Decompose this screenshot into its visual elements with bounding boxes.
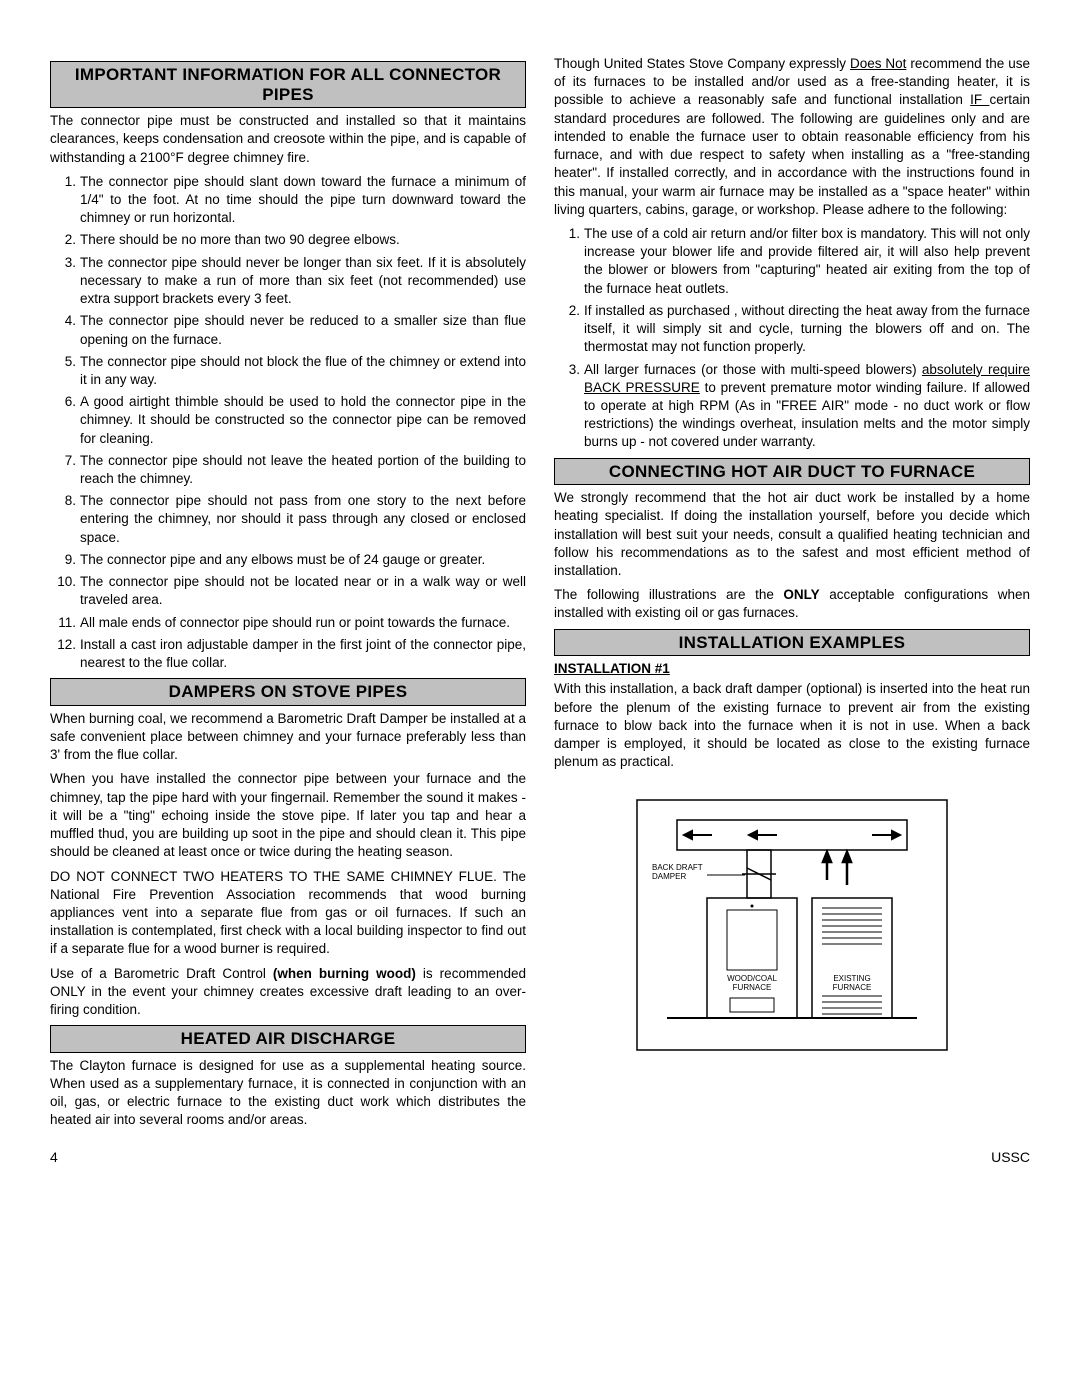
list-item: 6.A good airtight thimble should be used… (66, 393, 526, 448)
header-hot-air-duct: CONNECTING HOT AIR DUCT TO FURNACE (554, 458, 1030, 486)
para-duct-1: We strongly recommend that the hot air d… (554, 489, 1030, 580)
list-item: 7.The connector pipe should not leave th… (66, 452, 526, 488)
subheading-install-1: INSTALLATION #1 (554, 660, 1030, 678)
label-wood-furnace: WOOD/COALFURNACE (727, 974, 777, 992)
para-dampers-4: Use of a Barometric Draft Control (when … (50, 965, 526, 1020)
label-back-draft: BACK DRAFTDAMPER (652, 863, 703, 881)
para-dampers-1: When burning coal, we recommend a Barome… (50, 710, 526, 765)
label-existing-furnace: EXISTINGFURNACE (833, 974, 872, 992)
para-dampers-2: When you have installed the connector pi… (50, 770, 526, 861)
list-item: 2.If installed as purchased , without di… (570, 302, 1030, 357)
para-freestanding: Though United States Stove Company expre… (554, 55, 1030, 219)
para-install-1: With this installation, a back draft dam… (554, 680, 1030, 771)
list-item: 1.The use of a cold air return and/or fi… (570, 225, 1030, 298)
list-item: 5.The connector pipe should not block th… (66, 353, 526, 389)
list-item: 4.The connector pipe should never be red… (66, 312, 526, 348)
right-column: Though United States Stove Company expre… (554, 55, 1030, 1136)
list-item: 9.The connector pipe and any elbows must… (66, 551, 526, 569)
para-dampers-3: DO NOT CONNECT TWO HEATERS TO THE SAME C… (50, 868, 526, 959)
header-install-examples: INSTALLATION EXAMPLES (554, 629, 1030, 657)
header-connector-pipes: IMPORTANT INFORMATION FOR ALL CONNECTOR … (50, 61, 526, 108)
list-item: 2.There should be no more than two 90 de… (66, 231, 526, 249)
list-item: 1.The connector pipe should slant down t… (66, 173, 526, 228)
list-item: 8.The connector pipe should not pass fro… (66, 492, 526, 547)
two-column-layout: IMPORTANT INFORMATION FOR ALL CONNECTOR … (50, 55, 1030, 1136)
list-item: 11.All male ends of connector pipe shoul… (66, 614, 526, 632)
para-heated-air: The Clayton furnace is designed for use … (50, 1057, 526, 1130)
list-item: 10.The connector pipe should not be loca… (66, 573, 526, 609)
page-footer: 4 USSC (50, 1148, 1030, 1167)
list-item: 12.Install a cast iron adjustable damper… (66, 636, 526, 672)
list-connector-rules: 1.The connector pipe should slant down t… (50, 173, 526, 672)
list-freestanding: 1.The use of a cold air return and/or fi… (554, 225, 1030, 452)
page-number: 4 (50, 1148, 58, 1167)
installation-diagram: BACK DRAFTDAMPER WOOD/COALFURNACE (612, 780, 972, 1060)
list-item: 3.All larger furnaces (or those with mul… (570, 361, 1030, 452)
list-item: 3.The connector pipe should never be lon… (66, 254, 526, 309)
para-connector-intro: The connector pipe must be constructed a… (50, 112, 526, 167)
left-column: IMPORTANT INFORMATION FOR ALL CONNECTOR … (50, 55, 526, 1136)
header-heated-air: HEATED AIR DISCHARGE (50, 1025, 526, 1053)
brand-label: USSC (991, 1148, 1030, 1167)
header-dampers: DAMPERS ON STOVE PIPES (50, 678, 526, 706)
para-duct-2: The following illustrations are the ONLY… (554, 586, 1030, 622)
